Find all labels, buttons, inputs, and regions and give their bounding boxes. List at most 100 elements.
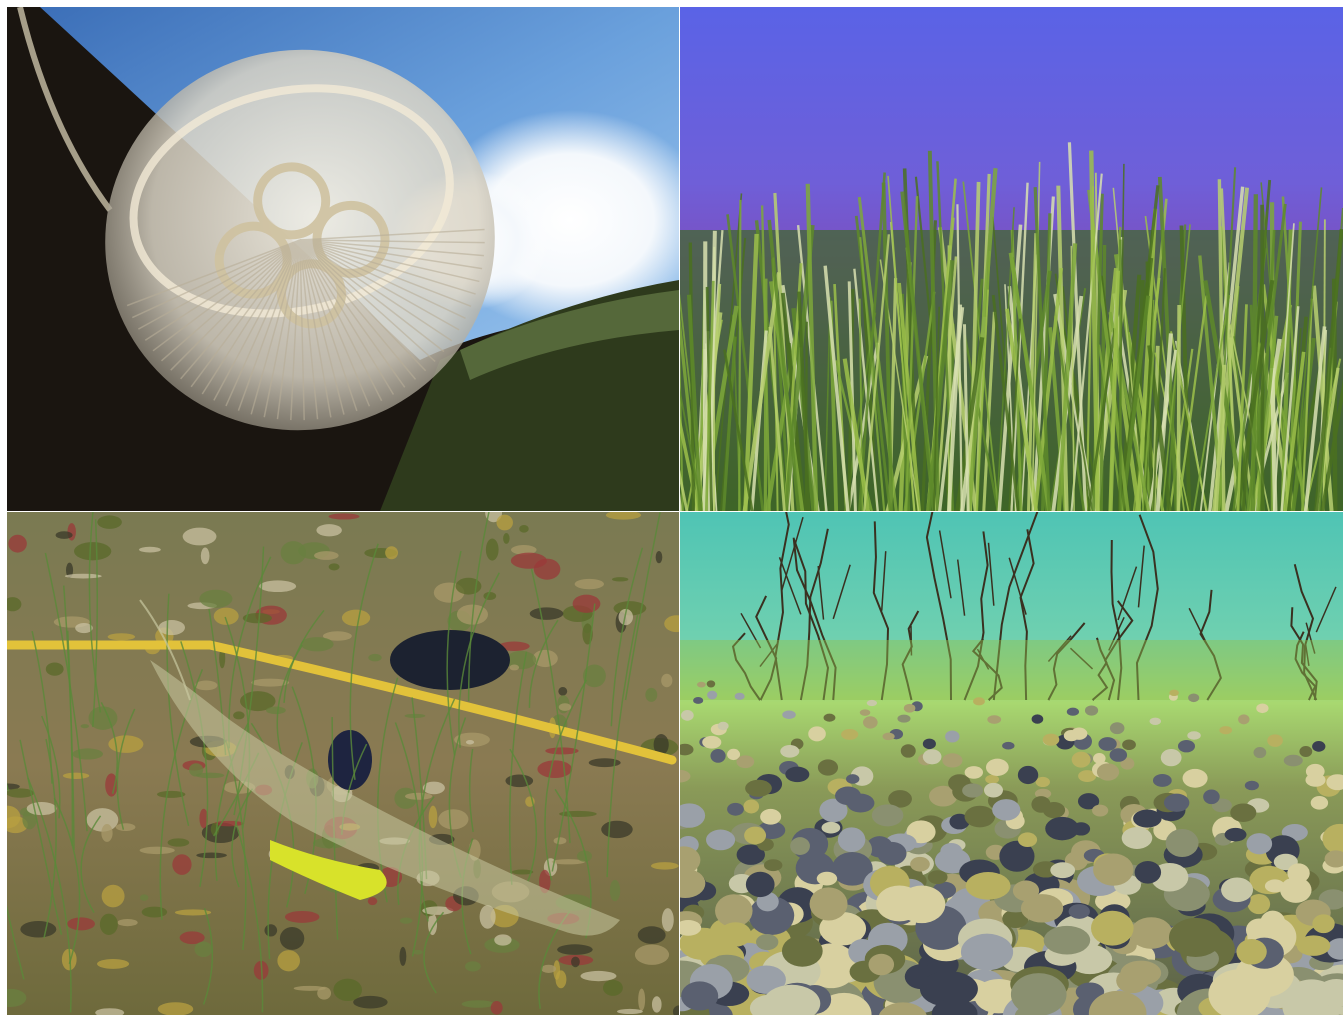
pebble	[1188, 693, 1200, 703]
canal	[290, 239, 301, 421]
blade	[508, 651, 528, 885]
blade	[231, 788, 254, 888]
pebble	[1092, 804, 1109, 817]
pebble	[1002, 909, 1029, 929]
blade	[1303, 326, 1327, 511]
pebble	[1096, 763, 1120, 781]
blade	[551, 603, 596, 872]
debris	[73, 542, 112, 561]
debris	[7, 988, 27, 1007]
debris	[328, 513, 360, 520]
algae-branch	[1304, 643, 1310, 666]
pebble	[736, 844, 765, 865]
canal	[299, 228, 485, 241]
debris	[259, 580, 297, 593]
pebble	[922, 738, 936, 750]
debris	[479, 904, 496, 929]
blade	[80, 815, 102, 914]
pebble	[809, 887, 848, 921]
blade	[1099, 245, 1107, 511]
pebble	[819, 798, 848, 823]
blade	[1031, 161, 1041, 511]
algae-branch	[1108, 617, 1125, 651]
pebble	[1322, 823, 1343, 855]
debris	[576, 850, 593, 862]
algae-branch	[1117, 566, 1138, 621]
blade	[982, 311, 996, 511]
pebble	[1287, 863, 1310, 883]
canal	[144, 239, 301, 341]
canal	[299, 239, 485, 244]
pebble	[1070, 727, 1088, 740]
pebble	[680, 769, 691, 783]
debris	[108, 735, 144, 753]
seagrass-blades	[680, 142, 1343, 511]
pebble	[681, 981, 719, 1011]
pebble	[999, 840, 1035, 872]
debris	[7, 783, 20, 790]
algae-branch	[832, 564, 851, 620]
blade	[1161, 224, 1191, 511]
algae-branch	[781, 517, 804, 591]
pebble	[1031, 796, 1051, 813]
debris	[20, 921, 57, 938]
blade	[704, 280, 715, 511]
canal	[299, 239, 319, 420]
debris	[97, 515, 122, 529]
debris	[367, 897, 378, 906]
blade	[1053, 315, 1086, 511]
debris	[529, 607, 564, 620]
pebble	[1012, 880, 1040, 902]
pebbles	[680, 680, 1343, 1015]
pebble	[1256, 703, 1269, 714]
pebble	[897, 714, 911, 723]
blade	[1235, 279, 1275, 511]
canal	[299, 239, 445, 353]
debris	[537, 760, 573, 779]
algae-branch	[1137, 545, 1145, 608]
blade	[723, 349, 754, 511]
pebble	[727, 748, 741, 761]
canal	[138, 239, 301, 330]
canal	[299, 239, 305, 421]
pebble	[745, 779, 772, 797]
debris	[532, 649, 558, 668]
debris	[139, 894, 149, 901]
debris	[428, 913, 438, 936]
blade	[1141, 320, 1157, 511]
jellyfish	[105, 49, 495, 431]
blade	[1033, 267, 1064, 511]
pebble	[868, 953, 895, 976]
blade	[446, 550, 462, 756]
algae-stem	[1047, 622, 1086, 701]
pebble	[1264, 879, 1285, 893]
pebble	[876, 885, 923, 922]
pebble	[1120, 757, 1135, 770]
pebble	[866, 699, 878, 707]
pebble	[743, 799, 760, 814]
pebble	[964, 805, 996, 828]
pebble	[746, 965, 786, 994]
blade	[233, 546, 265, 816]
debris	[105, 773, 118, 797]
canal	[299, 239, 406, 388]
debris	[107, 633, 136, 641]
pebble	[1077, 793, 1100, 810]
blade	[763, 278, 768, 511]
pebble	[992, 799, 1021, 821]
pebble	[823, 713, 836, 722]
debris	[158, 620, 185, 636]
debris	[428, 805, 438, 829]
pebble	[1310, 796, 1329, 810]
debris	[574, 578, 605, 590]
pebble	[680, 846, 701, 874]
pebble	[1280, 877, 1312, 903]
pebble	[1244, 780, 1259, 791]
debris	[172, 854, 192, 875]
debris	[551, 859, 586, 865]
pebble	[1169, 917, 1223, 958]
blade	[1176, 295, 1208, 511]
canal	[299, 239, 453, 342]
debris	[75, 623, 93, 634]
